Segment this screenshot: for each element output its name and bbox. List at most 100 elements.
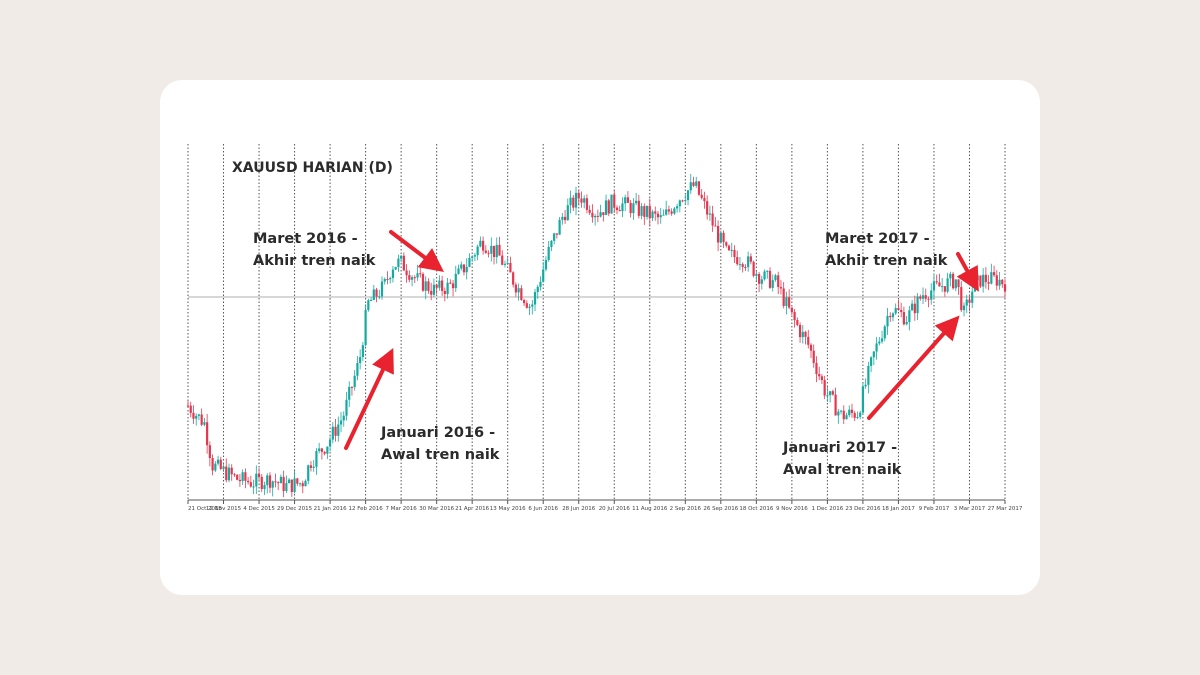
candle [498,236,501,256]
candle [277,481,280,491]
candle [479,236,482,248]
candle [798,322,802,343]
candle [979,275,982,289]
candle [891,312,895,322]
candle [503,260,507,268]
candle [894,303,897,316]
candle [186,400,190,407]
candle [643,203,646,225]
candle [626,191,630,203]
candle [949,271,952,287]
annotation-march-2017: Maret 2017 - Akhir tren naik [825,228,947,272]
candle [722,230,725,248]
candle [766,270,769,279]
candle [645,205,649,220]
candle [738,256,742,271]
candle [771,274,774,292]
chart-title: XAUUSD HARIAN (D) [232,160,393,176]
candle [312,460,315,472]
x-tick-label: 9 Nov 2016 [776,506,808,512]
chart-card [160,80,1040,595]
candle [883,324,886,342]
candle [520,285,523,301]
candle [331,422,334,444]
candle [580,191,583,208]
candle [1001,279,1004,288]
candle [200,408,203,427]
candle [916,293,919,321]
candle [727,244,731,252]
candle [850,403,854,418]
candle [451,280,455,297]
candle [539,276,542,291]
candle [714,216,717,227]
candle [670,208,673,216]
candle [195,413,198,426]
candle [238,473,242,487]
candle [386,271,389,285]
candle [782,282,785,309]
x-tick-label: 12 Feb 2016 [348,506,383,512]
candle [361,341,364,362]
candle [550,239,553,251]
candle [561,212,564,225]
candle [288,478,291,484]
candle [304,479,307,487]
candle [438,275,441,291]
candle [602,212,605,222]
candle [752,260,755,278]
candle [290,479,293,497]
candle [214,461,217,472]
candle [932,273,936,299]
candle [951,271,955,290]
x-tick-label: 12 Nov 2015 [206,506,242,512]
candle [591,204,594,223]
annotation-arrow [867,315,960,420]
candle [697,180,701,196]
candle [421,272,425,292]
candle [594,213,597,226]
candle [686,189,690,206]
candle [572,195,575,212]
x-tick-label: 21 Jan 2016 [314,506,347,512]
candle [837,409,840,424]
candle [255,465,258,495]
candle [563,209,567,224]
annotation-line: Akhir tren naik [825,253,948,269]
candle [703,191,706,209]
candle [790,307,793,316]
candle [820,374,824,384]
candle [971,283,974,308]
candle [962,302,966,317]
candle [394,266,397,271]
candle [356,356,359,381]
candle [867,361,870,394]
candle [419,266,422,278]
candle [569,190,572,214]
candle [719,230,722,244]
candle [777,271,780,295]
candle [400,254,403,263]
candle [913,295,916,321]
candle [320,447,323,460]
x-tick-label: 6 Jun 2016 [528,506,558,512]
candle [227,463,231,483]
candle [203,417,206,427]
x-tick-label: 28 Jun 2016 [562,506,596,512]
annotation-line: Januari 2016 - [381,425,496,441]
candle [402,252,405,271]
candle [408,270,411,283]
candle [359,349,362,370]
candle [889,312,892,322]
candle [465,258,468,280]
candle [635,192,638,206]
candle [610,194,613,214]
candle [367,298,370,312]
candle [383,277,386,285]
candle [604,194,608,216]
candle [744,264,747,271]
candle [957,279,960,295]
candle [613,189,616,213]
